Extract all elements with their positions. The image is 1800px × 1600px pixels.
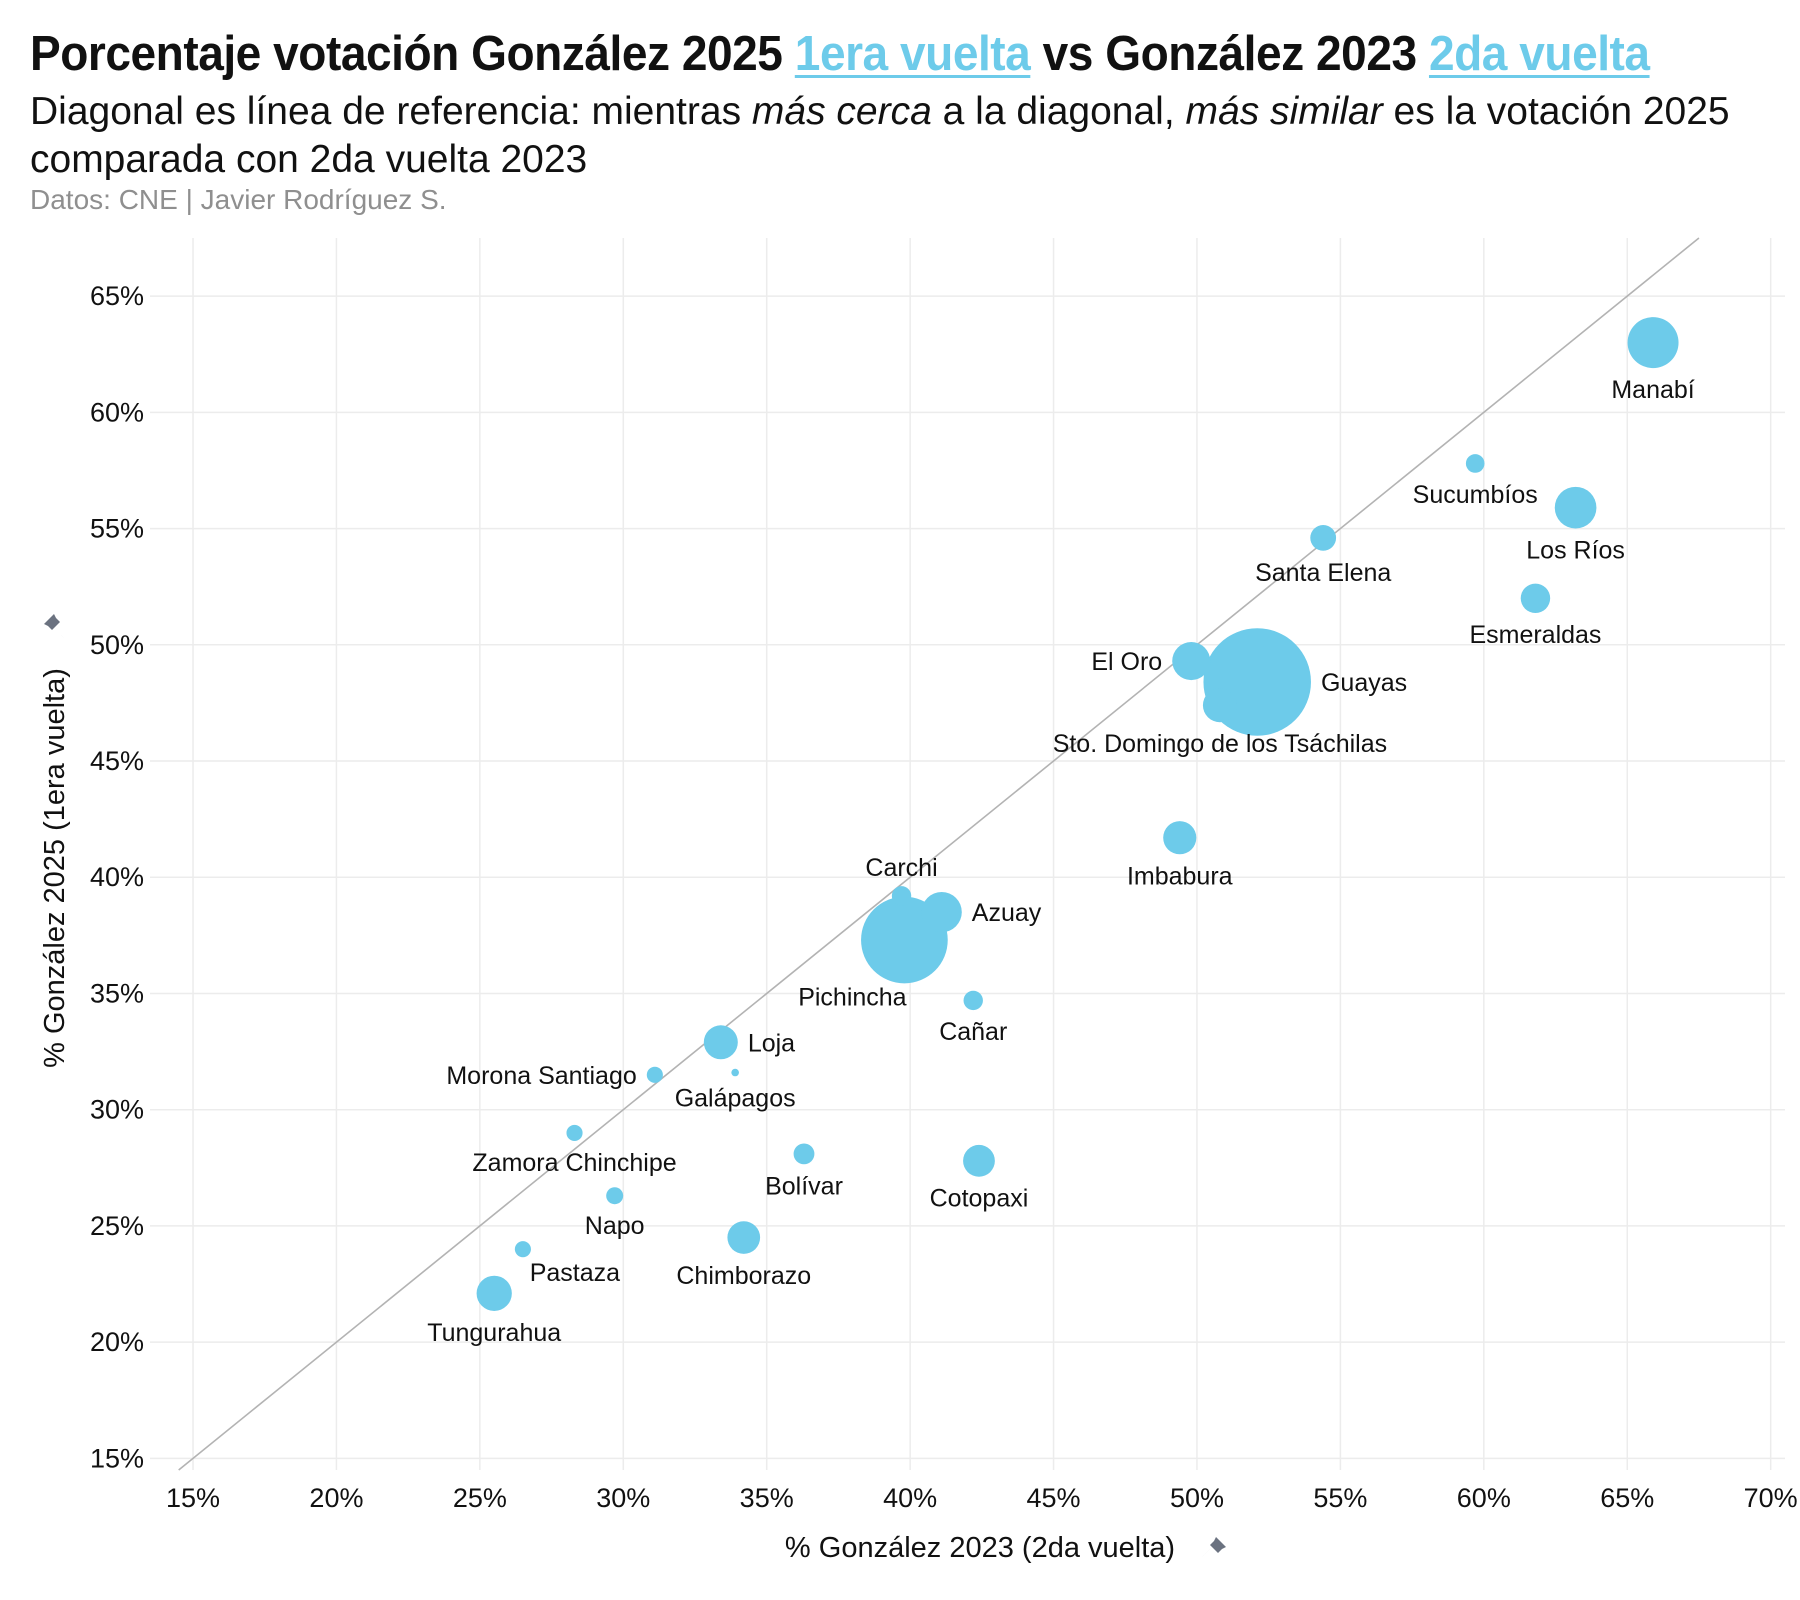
x-tick-label: 15% — [166, 1483, 220, 1513]
point-morona-santiago — [646, 1066, 663, 1083]
label-chimborazo: Chimborazo — [676, 1262, 811, 1290]
label-napo: Napo — [585, 1212, 645, 1240]
subtitle-part3: es la votación 2025 comparada con 2da vu… — [30, 90, 1730, 181]
pin-icon — [1200, 1537, 1226, 1559]
label-galapagos: Galápagos — [675, 1084, 796, 1112]
label-pichincha: Pichincha — [798, 983, 906, 1011]
label-los-rios: Los Ríos — [1526, 536, 1625, 564]
point-el-oro — [1172, 642, 1211, 681]
point-carchi — [891, 886, 912, 906]
pin-icon — [44, 614, 66, 640]
y-tick-label: 15% — [90, 1443, 144, 1473]
point-bolivar — [793, 1143, 815, 1165]
label-loja: Loja — [748, 1029, 795, 1057]
point-sto-domingo-de-los-tsachilas — [1202, 688, 1237, 723]
y-tick-label: 55% — [90, 514, 144, 544]
x-axis-title-group: % González 2023 (2da vuelta) — [785, 1532, 1226, 1564]
point-los-rios — [1554, 486, 1597, 529]
x-tick-label: 30% — [596, 1483, 650, 1513]
point-labels: Guayas Pichincha Manabí Los Ríos Azuay El Oro… — [427, 376, 1695, 1347]
y-axis-ticks: 15% 20% 25% 30% 35% 40% 45% 50% 55% 60% 65% — [90, 281, 144, 1473]
x-tick-label: 45% — [1027, 1483, 1081, 1513]
x-tick-label: 70% — [1744, 1483, 1798, 1513]
label-sucumbios: Sucumbíos — [1413, 481, 1538, 509]
label-el-oro: El Oro — [1091, 648, 1162, 676]
y-tick-label: 60% — [90, 397, 144, 427]
x-tick-label: 60% — [1457, 1483, 1511, 1513]
x-axis-ticks: 15% 20% 25% 30% 35% 40% 45% 50% 55% 60% 65% 70% — [166, 1483, 1798, 1513]
x-tick-label: 20% — [309, 1483, 363, 1513]
x-tick-label: 55% — [1313, 1483, 1367, 1513]
x-axis-title: % González 2023 (2da vuelta) — [785, 1532, 1175, 1564]
point-esmeraldas — [1520, 583, 1551, 614]
point-zamora-chinchipe — [566, 1124, 583, 1142]
label-azuay: Azuay — [972, 899, 1042, 927]
x-tick-label: 65% — [1600, 1483, 1654, 1513]
point-pastaza — [514, 1241, 531, 1258]
point-galapagos — [731, 1068, 739, 1077]
point-cotopaxi — [963, 1144, 995, 1177]
y-tick-label: 25% — [90, 1211, 144, 1241]
label-imbabura: Imbabura — [1127, 862, 1233, 890]
label-carchi: Carchi — [865, 854, 937, 882]
y-tick-label: 50% — [90, 630, 144, 660]
y-tick-label: 20% — [90, 1327, 144, 1357]
x-tick-label: 50% — [1170, 1483, 1224, 1513]
chart-title: Porcentaje votación González 2025 1era v… — [30, 26, 1650, 82]
source-note: Datos: CNE | Javier Rodríguez S. — [30, 184, 447, 215]
point-chimborazo — [727, 1221, 761, 1254]
label-morona-santiago: Morona Santiago — [446, 1062, 636, 1090]
point-napo — [606, 1187, 624, 1205]
label-bolivar: Bolívar — [765, 1172, 843, 1200]
label-canar: Cañar — [939, 1018, 1007, 1046]
point-sucumbios — [1465, 454, 1485, 473]
data-points — [476, 317, 1679, 1311]
x-tick-label: 35% — [740, 1483, 794, 1513]
y-tick-label: 65% — [90, 281, 144, 311]
label-esmeraldas: Esmeraldas — [1469, 621, 1601, 649]
chart-subtitle: Diagonal es línea de referencia: mientra… — [30, 88, 1770, 184]
label-santa-elena: Santa Elena — [1255, 559, 1391, 587]
x-tick-label: 25% — [453, 1483, 507, 1513]
point-loja — [703, 1025, 738, 1060]
label-cotopaxi: Cotopaxi — [930, 1185, 1029, 1213]
y-tick-label: 30% — [90, 1095, 144, 1125]
label-sto-domingo-de-los-tsachilas: Sto. Domingo de los Tsáchilas — [1053, 730, 1387, 758]
grid-lines — [150, 238, 1785, 1470]
label-guayas: Guayas — [1321, 669, 1407, 697]
y-tick-label: 45% — [90, 746, 144, 776]
label-zamora-chinchipe: Zamora Chinchipe — [472, 1149, 676, 1177]
y-axis-title-group: % González 2025 (1era vuelta) — [39, 614, 71, 1068]
subtitle-emphasis-mas-cerca: más cerca — [751, 90, 932, 133]
y-axis-title: % González 2025 (1era vuelta) — [39, 668, 71, 1068]
point-santa-elena — [1310, 524, 1337, 551]
title-part2: vs González 2023 — [1042, 27, 1417, 81]
label-tungurahua: Tungurahua — [427, 1319, 561, 1347]
title-highlight-2da-vuelta: 2da vuelta — [1428, 27, 1650, 81]
point-tungurahua — [476, 1275, 512, 1311]
label-pastaza: Pastaza — [530, 1259, 620, 1287]
subtitle-part1: Diagonal es línea de referencia: mientra… — [30, 90, 742, 133]
subtitle-part2: a la diagonal, — [942, 90, 1175, 133]
y-tick-label: 35% — [90, 978, 144, 1008]
label-manabi: Manabí — [1611, 376, 1694, 404]
point-azuay — [921, 891, 962, 933]
point-manabi — [1627, 317, 1679, 369]
point-imbabura — [1163, 821, 1197, 855]
diagonal-reference-line — [178, 237, 1700, 1471]
title-highlight-1era-vuelta: 1era vuelta — [794, 27, 1031, 81]
y-tick-label: 40% — [90, 862, 144, 892]
subtitle-emphasis-mas-similar: más similar — [1185, 90, 1383, 133]
title-part1: Porcentaje votación González 2025 — [30, 27, 783, 81]
point-canar — [963, 990, 983, 1011]
x-tick-label: 40% — [883, 1483, 937, 1513]
